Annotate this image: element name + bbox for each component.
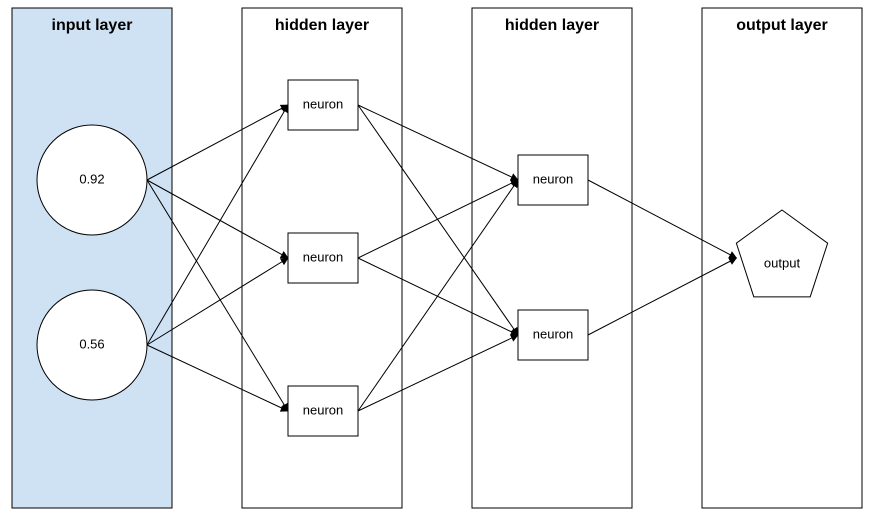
layer-input: input layer bbox=[12, 8, 172, 508]
neural-network-diagram: input layer hidden layer hidden layer outpu… bbox=[0, 0, 882, 516]
node-in1: 0.92 bbox=[37, 125, 147, 235]
node-h1b: neuron bbox=[288, 233, 358, 283]
edges-group bbox=[147, 105, 736, 411]
layer-title-output: output layer bbox=[736, 17, 828, 34]
node-in2: 0.56 bbox=[37, 290, 147, 400]
node-label-in1: 0.92 bbox=[79, 171, 104, 186]
node-h1a: neuron bbox=[288, 80, 358, 130]
node-h2b: neuron bbox=[518, 310, 588, 360]
layer-title-hidden2: hidden layer bbox=[505, 17, 599, 34]
node-label-h1c: neuron bbox=[303, 402, 343, 417]
layer-hidden2: hidden layer bbox=[472, 8, 632, 508]
node-label-h1b: neuron bbox=[303, 249, 343, 264]
layer-rect-input bbox=[12, 8, 172, 508]
node-label-h1a: neuron bbox=[303, 96, 343, 111]
node-h1c: neuron bbox=[288, 386, 358, 436]
node-label-h2b: neuron bbox=[533, 326, 573, 341]
layer-title-hidden1: hidden layer bbox=[275, 17, 369, 34]
layer-title-input: input layer bbox=[52, 17, 133, 34]
node-label-h2a: neuron bbox=[533, 171, 573, 186]
node-label-in2: 0.56 bbox=[79, 336, 104, 351]
layer-rect-hidden2 bbox=[472, 8, 632, 508]
node-h2a: neuron bbox=[518, 155, 588, 205]
node-label-out1: output bbox=[764, 255, 801, 270]
